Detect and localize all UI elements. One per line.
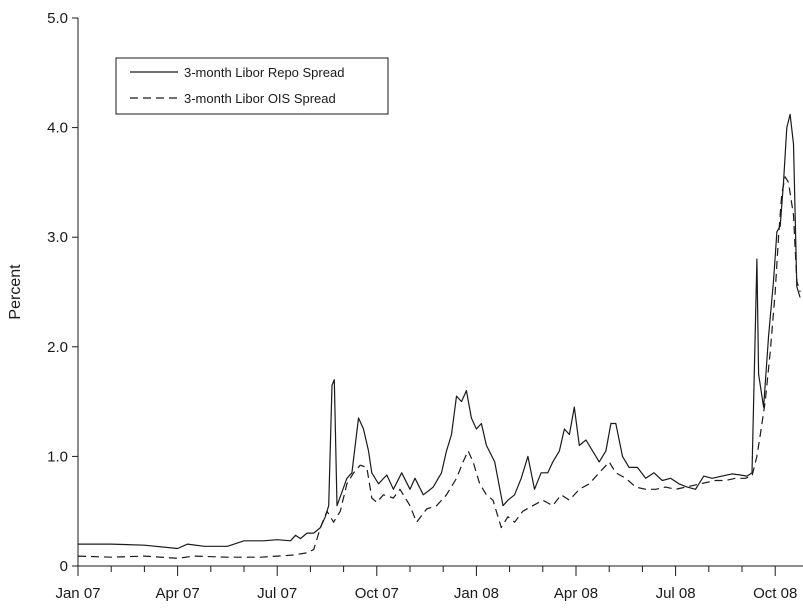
x-tick-label: Oct 07	[355, 585, 399, 602]
legend-label-repo: 3-month Libor Repo Spread	[184, 65, 344, 80]
y-axis-title: Percent	[7, 264, 24, 320]
y-tick-label: 3.0	[47, 229, 68, 246]
x-tick-label: Apr 08	[554, 585, 598, 602]
y-tick-label: 5.0	[47, 10, 68, 27]
plot-frame	[77, 18, 803, 567]
x-tick-label: Jul 08	[656, 585, 696, 602]
y-tick-label: 1.0	[47, 448, 68, 465]
x-tick-label: Oct 08	[753, 585, 797, 602]
x-tick-label: Apr 07	[155, 585, 199, 602]
legend-box	[115, 57, 389, 115]
y-tick-label: 0	[60, 558, 68, 575]
legend: 3-month Libor Repo Spread 3-month Libor …	[115, 57, 389, 115]
y-axis-ticks: 0 1.0 2.0 3.0 4.0 5.0	[47, 10, 78, 575]
y-tick-label: 4.0	[47, 120, 68, 137]
series-layer	[77, 113, 801, 559]
legend-label-ois: 3-month Libor OIS Spread	[184, 91, 336, 106]
series-line-libor-repo	[78, 113, 801, 550]
x-tick-label: Jan 07	[55, 585, 100, 602]
x-tick-label: Jul 07	[257, 585, 297, 602]
y-tick-label: 2.0	[47, 339, 68, 356]
x-tick-label: Jan 08	[454, 585, 499, 602]
series-line-libor-ois	[77, 176, 801, 559]
x-axis-ticks: Jan 07 Apr 07 Jul 07 Oct 07 Jan 08 Apr 08 Jul …	[55, 566, 797, 602]
